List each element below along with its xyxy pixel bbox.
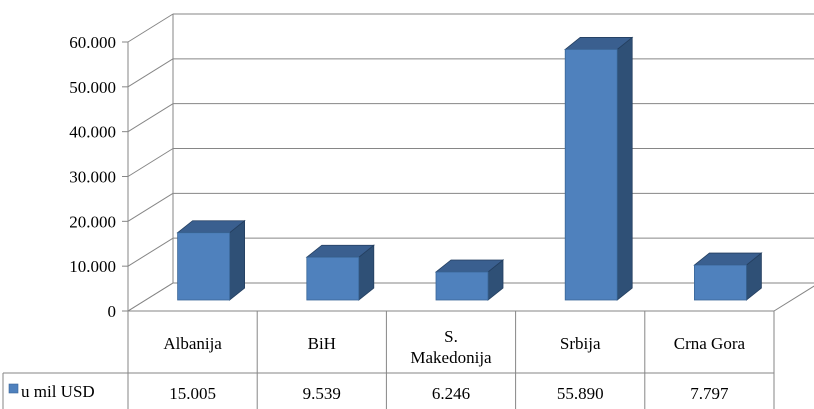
data-label: 15.005: [169, 384, 216, 403]
bar-side: [229, 219, 246, 301]
gridline-side: [127, 192, 174, 222]
bar: [564, 49, 618, 301]
bar-side: [616, 36, 633, 301]
legend-label: u mil USD: [21, 382, 95, 401]
data-label: 55.890: [557, 384, 604, 403]
bar: [177, 232, 231, 301]
data-label: 6.246: [432, 384, 470, 403]
gridline-side: [127, 103, 174, 133]
category-label: Albanija: [163, 334, 222, 353]
bar: [694, 264, 747, 301]
gridline-side: [127, 58, 174, 88]
category-label: Srbija: [560, 334, 601, 353]
gridline-side: [127, 13, 174, 43]
gridline-side: [127, 237, 174, 267]
gridline-side: [127, 148, 174, 177]
y-tick-label: 0: [108, 302, 117, 321]
y-tick-label: 60.000: [69, 33, 116, 52]
y-tick-label: 40.000: [69, 123, 116, 142]
y-tick-label: 10.000: [69, 257, 116, 276]
y-tick-label: 30.000: [69, 168, 116, 187]
data-label: 7.797: [690, 384, 729, 403]
bar: [306, 256, 360, 301]
category-label: Crna Gora: [674, 334, 746, 353]
y-tick-label: 50.000: [69, 78, 116, 97]
data-label: 9.539: [303, 384, 341, 403]
category-label: BiH: [308, 334, 336, 353]
bar: [435, 271, 489, 301]
y-tick-label: 20.000: [69, 212, 116, 231]
legend-swatch: [8, 383, 19, 394]
category-label: S. Makedonija: [410, 327, 492, 367]
